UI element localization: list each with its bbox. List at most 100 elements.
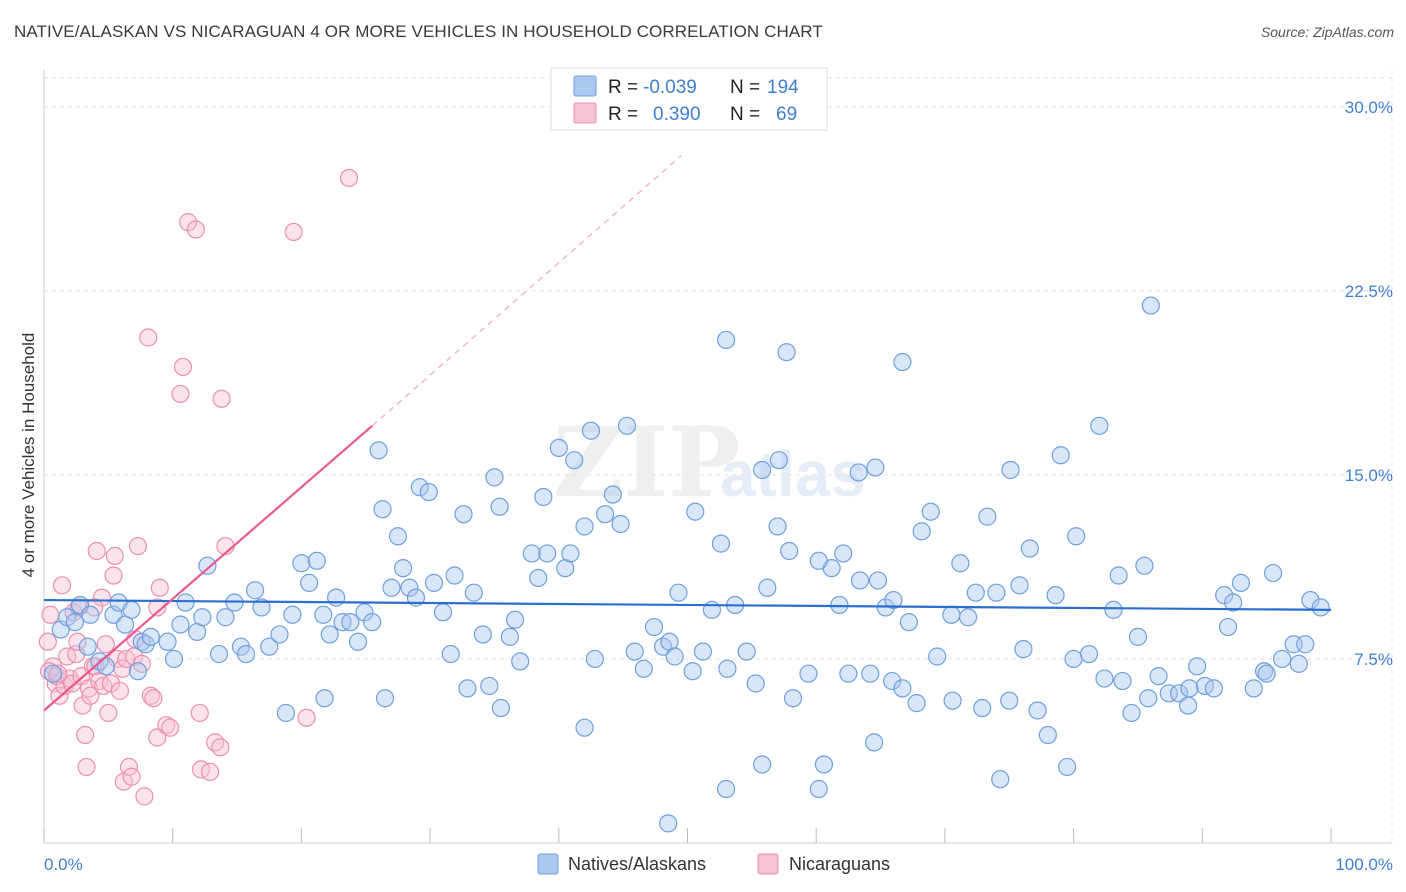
- natives-alaskans-point: [814, 755, 834, 774]
- nicaraguans-point: [77, 757, 96, 777]
- natives-alaskans-point: [363, 613, 382, 632]
- natives-alaskans-point: [1224, 593, 1243, 612]
- natives-alaskans-point: [769, 451, 788, 470]
- natives-alaskans-point: [758, 578, 777, 597]
- x-tick-label-max: 100.0%: [1335, 855, 1393, 874]
- nicaraguans-point: [186, 220, 205, 239]
- bottom-legend-swatch-natives: [537, 853, 559, 875]
- natives-alaskans-point: [1028, 701, 1047, 720]
- natives-alaskans-point: [419, 482, 438, 502]
- watermark: ZIP atlas: [553, 406, 866, 519]
- nicaraguans-point: [173, 357, 193, 377]
- nicaraguans-point: [87, 541, 106, 561]
- natives-alaskans-point: [834, 544, 853, 563]
- natives-alaskans-point: [912, 522, 931, 541]
- nicaraguans-point: [96, 635, 115, 654]
- trend-lines: [43, 155, 1332, 712]
- natives-alaskans-point: [1038, 725, 1057, 745]
- chart-title: NATIVE/ALASKAN VS NICARAGUAN 4 OR MORE V…: [14, 22, 823, 41]
- natives-alaskans-point: [538, 544, 557, 563]
- natives-alaskans-point: [522, 544, 541, 563]
- natives-alaskans-point: [382, 578, 401, 597]
- nicaraguans-point: [141, 686, 160, 705]
- nicaraguans-point: [52, 576, 72, 595]
- natives-alaskans-point: [252, 598, 271, 617]
- natives-alaskans-point: [868, 571, 888, 590]
- natives-alaskans-point: [260, 637, 279, 656]
- natives-alaskans-point: [320, 625, 339, 644]
- natives-alaskans-points: [43, 296, 1330, 833]
- natives-alaskans-point: [348, 632, 368, 651]
- y-axis-label: 4 or more Vehicles in Household: [19, 333, 38, 578]
- nicaraguans-point: [128, 536, 148, 556]
- natives-alaskans-point: [973, 698, 992, 718]
- natives-alaskans-point: [928, 647, 947, 666]
- legend-n-value-natives: 194: [767, 77, 799, 98]
- natives-alaskans-point: [777, 343, 796, 362]
- natives-alaskans-point: [1001, 460, 1020, 480]
- natives-alaskans-point: [883, 671, 902, 691]
- natives-alaskans-point: [1122, 703, 1141, 723]
- natives-alaskans-point: [958, 608, 978, 627]
- nicaraguans-point: [150, 578, 169, 597]
- natives-alaskans-point: [96, 657, 115, 676]
- natives-alaskans-point: [565, 451, 584, 470]
- natives-alaskans-point: [485, 468, 504, 487]
- legend-r-label-1: R =: [608, 77, 638, 98]
- natives-alaskans-trend-line: [43, 598, 1332, 611]
- natives-alaskans-point: [1104, 600, 1123, 619]
- nicaraguans-point: [73, 696, 92, 715]
- nicaraguans-point: [297, 708, 316, 727]
- natives-alaskans-point: [393, 559, 413, 578]
- natives-alaskans-point: [644, 617, 664, 637]
- natives-alaskans-point: [373, 500, 392, 519]
- nicaraguans-point: [135, 787, 154, 806]
- natives-alaskans-point: [245, 581, 265, 600]
- nicaraguans-point: [144, 689, 163, 708]
- natives-alaskans-point: [1254, 662, 1274, 681]
- natives-alaskans-point: [865, 733, 884, 752]
- nicaraguans-point: [79, 679, 99, 698]
- natives-alaskans-point: [1113, 671, 1132, 691]
- natives-alaskans-point: [65, 613, 84, 632]
- natives-alaskans-point: [575, 517, 594, 536]
- natives-alaskans-point: [717, 779, 736, 799]
- natives-alaskans-point: [549, 438, 568, 458]
- natives-alaskans-point: [314, 605, 333, 624]
- natives-alaskans-point: [307, 551, 326, 570]
- natives-alaskans-point: [171, 615, 190, 634]
- natives-alaskans-point: [1179, 696, 1198, 715]
- natives-alaskans-point: [1128, 627, 1148, 646]
- natives-alaskans-point: [1095, 669, 1114, 688]
- natives-alaskans-point: [355, 603, 374, 622]
- natives-alaskans-point: [198, 556, 217, 575]
- natives-alaskans-point: [1257, 664, 1276, 683]
- natives-alaskans-point: [164, 649, 184, 669]
- natives-alaskans-point: [753, 755, 772, 774]
- nicaraguans-point: [339, 168, 359, 188]
- nicaraguans-point: [139, 328, 158, 347]
- natives-alaskans-point: [659, 814, 678, 833]
- natives-alaskans-point: [78, 637, 97, 656]
- natives-alaskans-point: [1272, 649, 1292, 669]
- natives-alaskans-point: [270, 625, 289, 644]
- nicaraguans-point: [105, 546, 124, 565]
- natives-alaskans-point: [893, 352, 912, 372]
- y-tick-label: 22.5%: [1345, 282, 1393, 301]
- natives-alaskans-point: [850, 571, 870, 590]
- natives-alaskans-point: [410, 478, 429, 497]
- natives-alaskans-point: [746, 674, 765, 693]
- natives-alaskans-point: [711, 534, 731, 553]
- natives-alaskans-point: [1296, 635, 1315, 654]
- natives-alaskans-point: [327, 588, 346, 607]
- nicaraguans-point: [104, 566, 123, 585]
- natives-alaskans-point: [617, 416, 637, 435]
- natives-alaskans-point: [907, 694, 926, 713]
- natives-alaskans-point: [81, 605, 100, 624]
- natives-alaskans-point: [611, 514, 630, 534]
- natives-alaskans-point: [158, 632, 177, 651]
- natives-alaskans-point: [839, 664, 858, 683]
- legend-n-label-1: N =: [730, 77, 760, 98]
- natives-alaskans-point: [1010, 576, 1029, 595]
- series-legend: Natives/Alaskans Nicaraguans: [537, 853, 890, 875]
